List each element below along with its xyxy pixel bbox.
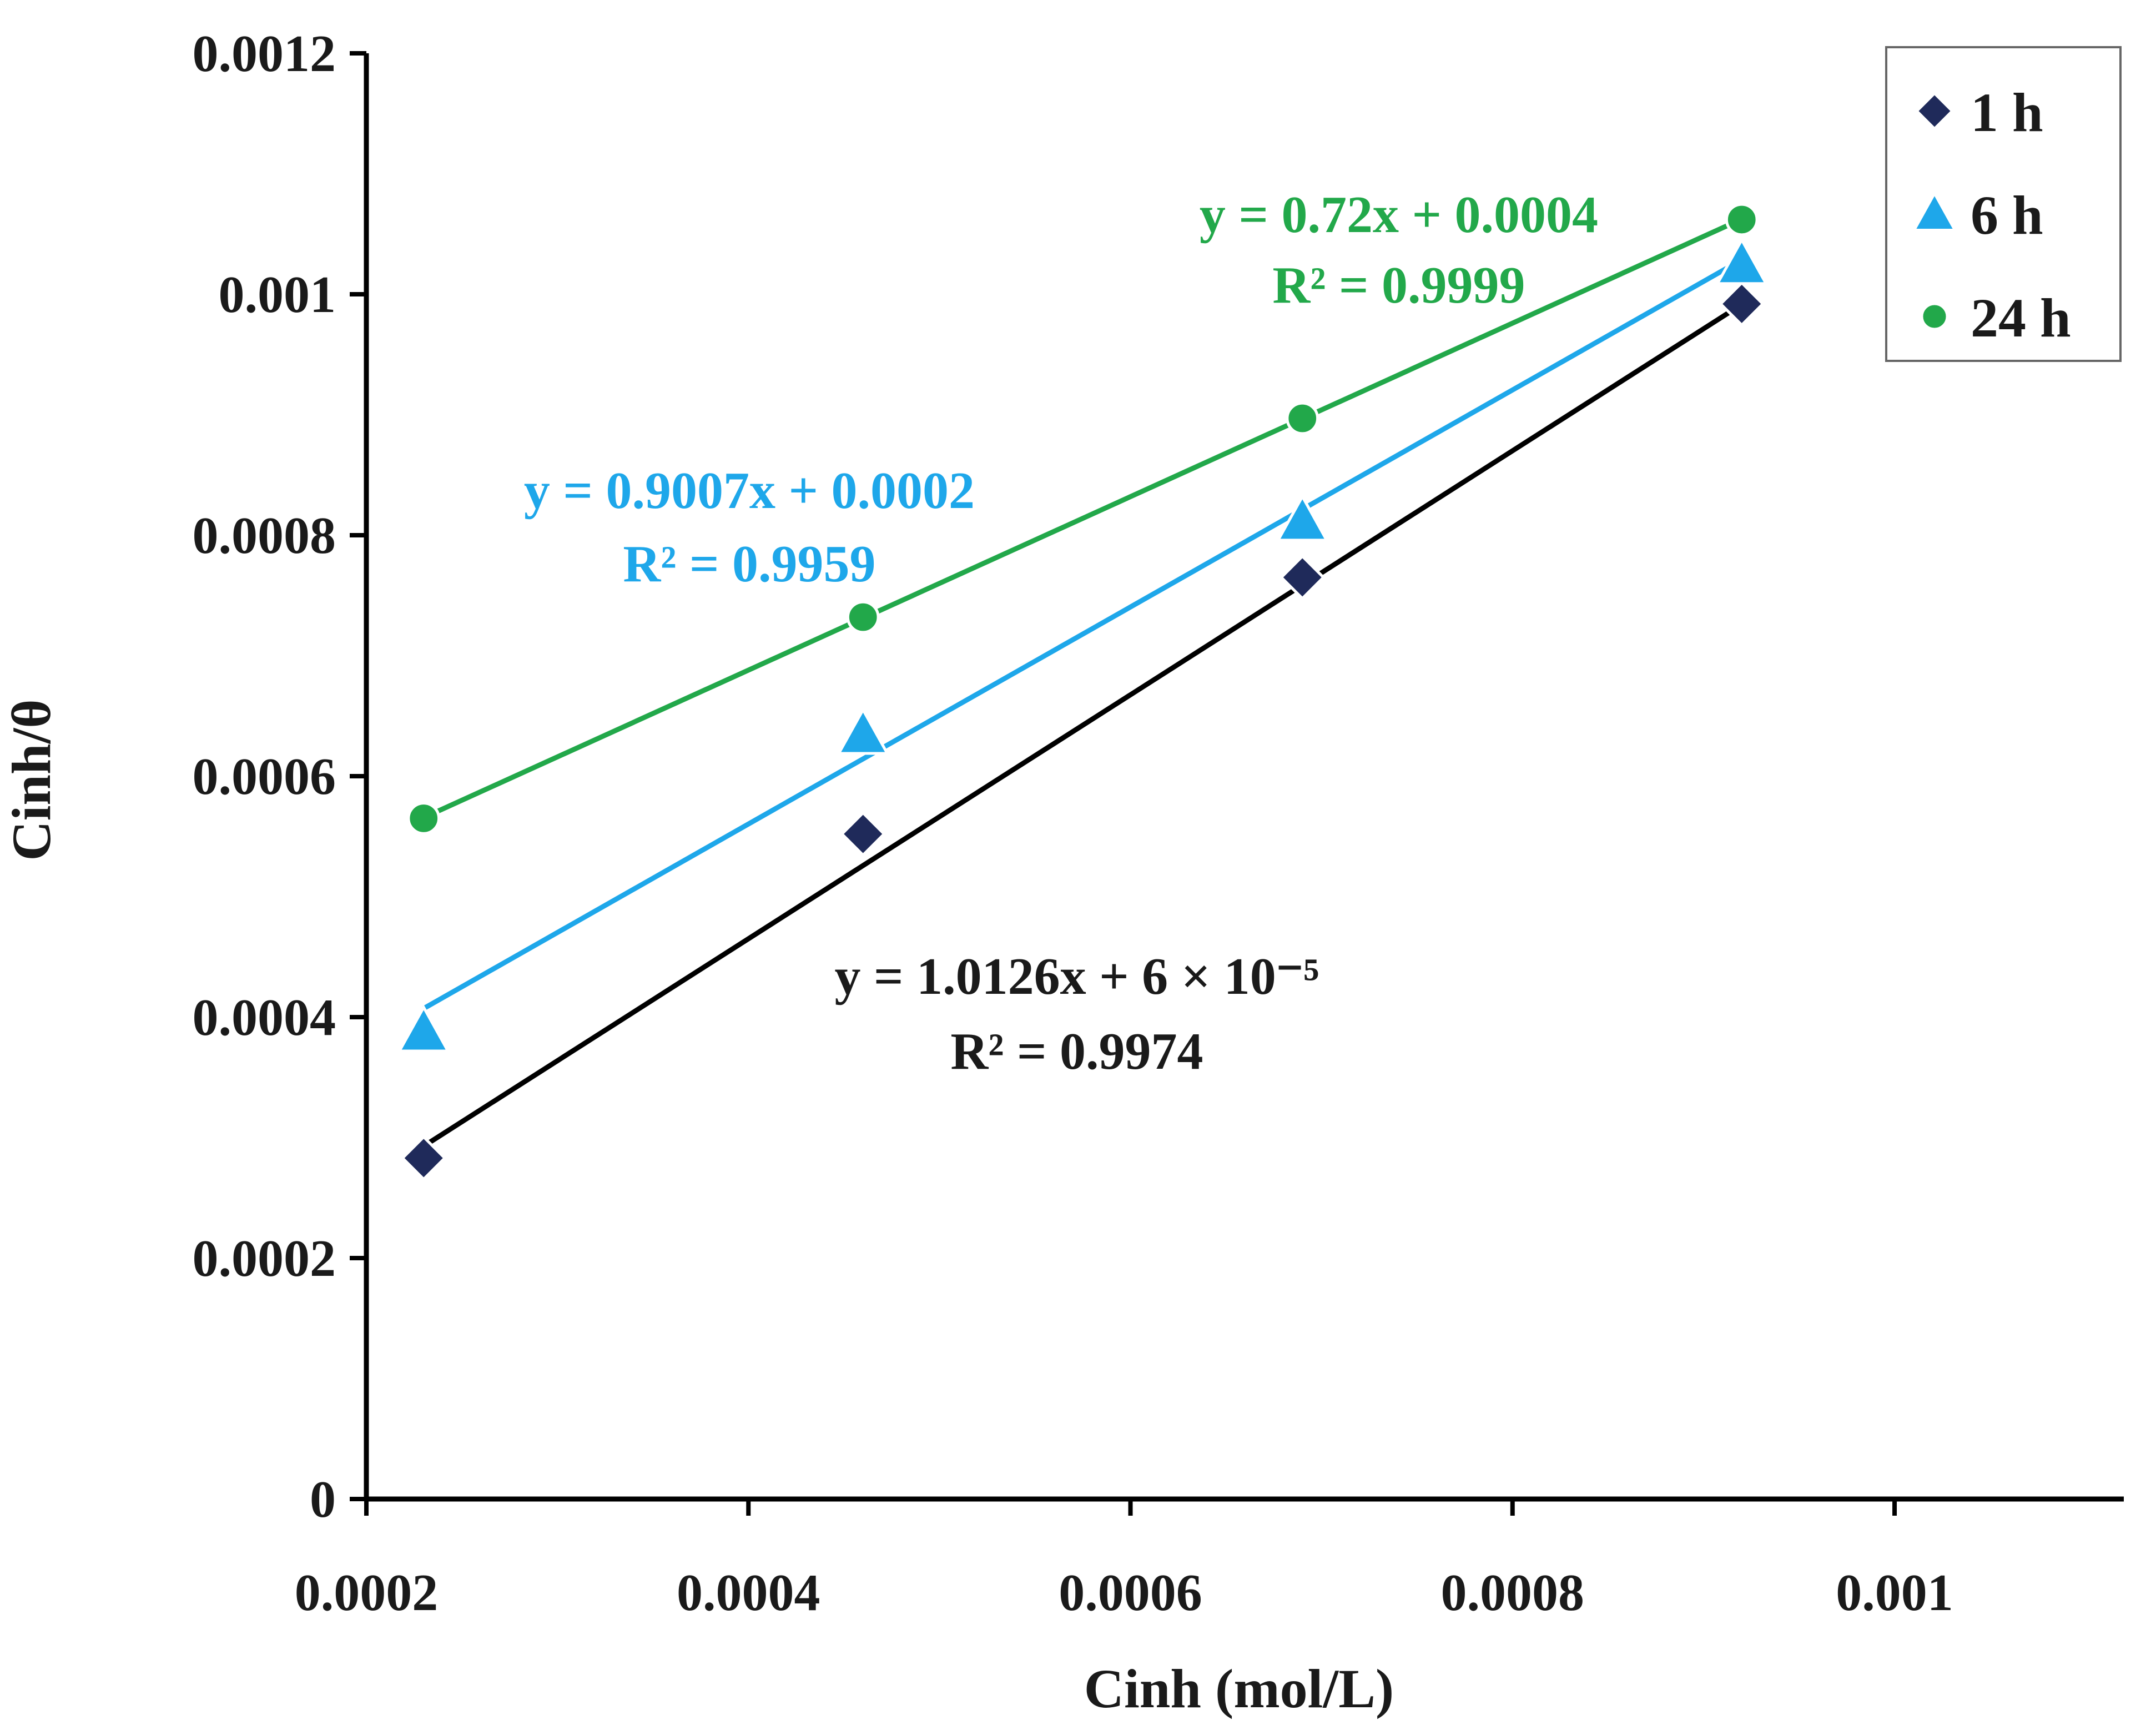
x-tick-label: 0.001 (1836, 1564, 1953, 1622)
legend-label: 24 h (1971, 287, 2071, 349)
trendline-24h (422, 217, 1743, 820)
x-tick-label: 0.0004 (677, 1564, 820, 1622)
point-6h-0 (397, 1004, 451, 1053)
y-tick-label: 0.0008 (193, 507, 336, 565)
point-24h-1 (846, 600, 880, 634)
point-24h-3 (1725, 203, 1759, 237)
y-tick-label: 0.0012 (193, 25, 336, 83)
trendlines (422, 217, 1744, 1149)
point-6h-3 (1715, 237, 1769, 285)
y-tick-label: 0.0002 (193, 1230, 336, 1288)
point-6h-2 (1276, 494, 1329, 542)
trendline-6h (422, 257, 1743, 1011)
point-24h-2 (1286, 401, 1319, 435)
y-tick-label: 0.001 (219, 266, 336, 324)
x-axis-title: Cinh (mol/L) (1084, 1658, 1394, 1719)
y-tick-label: 0.0004 (193, 989, 336, 1047)
x-tick-label: 0.0002 (295, 1564, 439, 1622)
point-24h-0 (407, 802, 441, 835)
point-1h-1 (840, 811, 886, 857)
data-points (397, 203, 1769, 1181)
point-1h-2 (1279, 554, 1326, 601)
legend-label: 6 h (1971, 184, 2043, 246)
r2-1h: R² = 0.9974 (950, 1023, 1203, 1080)
x-tick-label: 0.0006 (1059, 1564, 1202, 1622)
y-tick-label: 0.0006 (193, 748, 336, 806)
trendline-1h (422, 302, 1744, 1149)
axes (364, 53, 2124, 1502)
equation-6h: y = 0.9007x + 0.0002 (524, 462, 975, 520)
equation-24h: y = 0.72x + 0.0004 (1200, 186, 1598, 244)
point-6h-1 (836, 707, 890, 755)
y-axis-title: Cinh/θ (1, 699, 62, 861)
point-1h-3 (1719, 280, 1765, 327)
ticks: 0.0002 0.0004 0.0006 0.0008 0.001 0 0.0002 0.00… (193, 25, 1953, 1622)
legend-marker-6h (1911, 190, 1958, 232)
legend-label: 1 h (1971, 82, 2043, 143)
point-1h-0 (400, 1135, 447, 1181)
y-tick-label: 0 (310, 1471, 336, 1528)
r2-24h: R² = 0.9999 (1272, 257, 1525, 314)
legend-marker-24h (1920, 302, 1949, 331)
legend: 1 h 6 h 24 h (1885, 46, 2122, 362)
r2-6h: R² = 0.9959 (623, 535, 875, 593)
equation-1h: y = 1.0126x + 6 × 10⁻⁵ (835, 948, 1319, 1005)
x-tick-label: 0.0008 (1441, 1564, 1585, 1622)
legend-marker-1h (1915, 91, 1954, 131)
